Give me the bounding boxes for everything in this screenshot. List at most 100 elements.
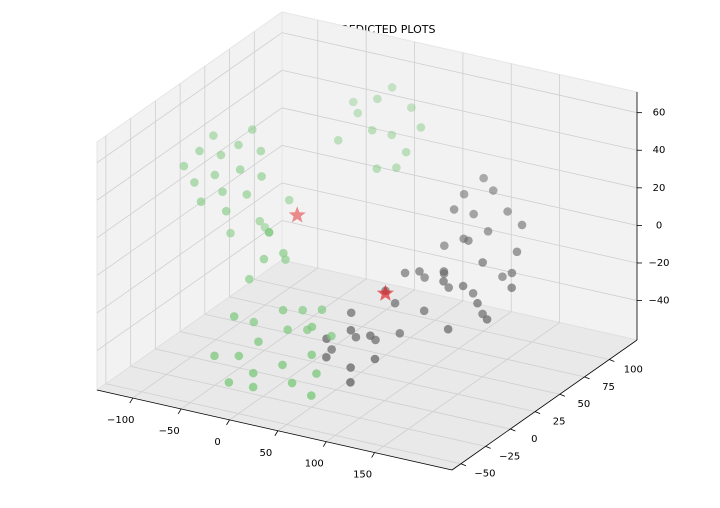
point — [407, 103, 416, 112]
point — [190, 178, 199, 187]
x-tick-label: 0 — [214, 437, 220, 448]
point — [279, 248, 288, 258]
point — [216, 150, 226, 160]
grid-line — [96, 220, 283, 351]
grid-line — [281, 145, 638, 226]
point — [346, 363, 355, 372]
point — [473, 298, 482, 308]
grid-line — [281, 182, 638, 264]
point — [218, 187, 227, 196]
point — [387, 130, 397, 140]
x-tick-label: 150 — [353, 470, 372, 481]
y-tick-mark — [485, 445, 491, 449]
x-tick-mark — [274, 430, 279, 436]
point — [351, 332, 361, 342]
grid-line — [105, 383, 461, 465]
y-tick-label: 25 — [553, 417, 566, 428]
point — [346, 377, 355, 387]
point — [517, 220, 527, 230]
point — [498, 272, 507, 282]
point — [415, 267, 424, 276]
grid-line — [277, 300, 464, 432]
y-tick-mark — [510, 428, 516, 432]
point — [439, 277, 448, 286]
z-tick-label: 20 — [653, 183, 666, 194]
grid-line — [130, 365, 486, 447]
x-tick-mark — [371, 452, 375, 458]
y-tick-mark — [609, 359, 615, 362]
point — [353, 108, 363, 118]
y-tick-label: −50 — [474, 469, 495, 480]
x-tick-mark — [177, 408, 182, 415]
point — [259, 254, 269, 264]
point — [387, 83, 397, 92]
z-tick-label: −40 — [648, 296, 669, 307]
x-tick-label: 100 — [305, 459, 324, 470]
grid-line — [96, 69, 283, 201]
point — [469, 209, 478, 219]
point — [210, 170, 220, 180]
grid-line — [96, 182, 283, 314]
grid-line — [96, 32, 283, 163]
point — [209, 131, 218, 140]
point — [512, 247, 522, 257]
point — [248, 368, 258, 378]
point — [307, 391, 316, 400]
point — [254, 337, 263, 347]
point — [242, 190, 252, 199]
point — [401, 147, 411, 157]
grid-line — [96, 145, 283, 276]
point — [449, 205, 459, 214]
grid-line — [281, 32, 638, 114]
point — [503, 207, 512, 216]
point — [348, 97, 358, 107]
point — [247, 125, 257, 134]
grid-line — [132, 267, 319, 399]
y-tick-label: 75 — [602, 382, 615, 393]
grid-line — [281, 69, 638, 151]
grid-line — [229, 296, 585, 378]
point — [234, 140, 243, 150]
point — [367, 125, 377, 135]
y-tick-mark — [460, 463, 467, 467]
point — [458, 281, 468, 291]
y-tick-label: 50 — [577, 399, 590, 410]
y-tick-mark — [584, 376, 590, 380]
point — [443, 324, 453, 334]
point — [479, 173, 488, 183]
x-tick-mark — [226, 419, 230, 426]
point — [196, 197, 206, 206]
axis-line — [96, 389, 453, 471]
grid-line — [374, 322, 560, 453]
grid-line — [155, 348, 511, 430]
point — [307, 350, 317, 360]
point — [249, 317, 259, 327]
point — [346, 325, 356, 335]
point — [221, 206, 231, 216]
point — [264, 227, 274, 237]
point — [224, 378, 234, 387]
point — [283, 325, 292, 335]
point — [440, 241, 449, 250]
grid-line — [254, 279, 610, 360]
point — [278, 305, 288, 315]
point — [248, 382, 258, 392]
point — [419, 306, 429, 316]
point — [284, 195, 294, 205]
point — [390, 298, 400, 308]
y-tick-label: 100 — [624, 364, 643, 375]
point — [464, 236, 473, 245]
point — [327, 331, 336, 341]
point — [392, 163, 401, 172]
y-tick-label: 0 — [531, 434, 537, 445]
y-tick-label: −25 — [499, 451, 520, 462]
point — [255, 216, 265, 226]
x-tick-label: −50 — [159, 426, 180, 437]
point — [366, 331, 375, 340]
grid-line — [281, 107, 638, 189]
centroid — [376, 284, 394, 301]
z-tick-label: 60 — [653, 108, 666, 119]
point — [444, 283, 454, 292]
point — [459, 189, 469, 199]
